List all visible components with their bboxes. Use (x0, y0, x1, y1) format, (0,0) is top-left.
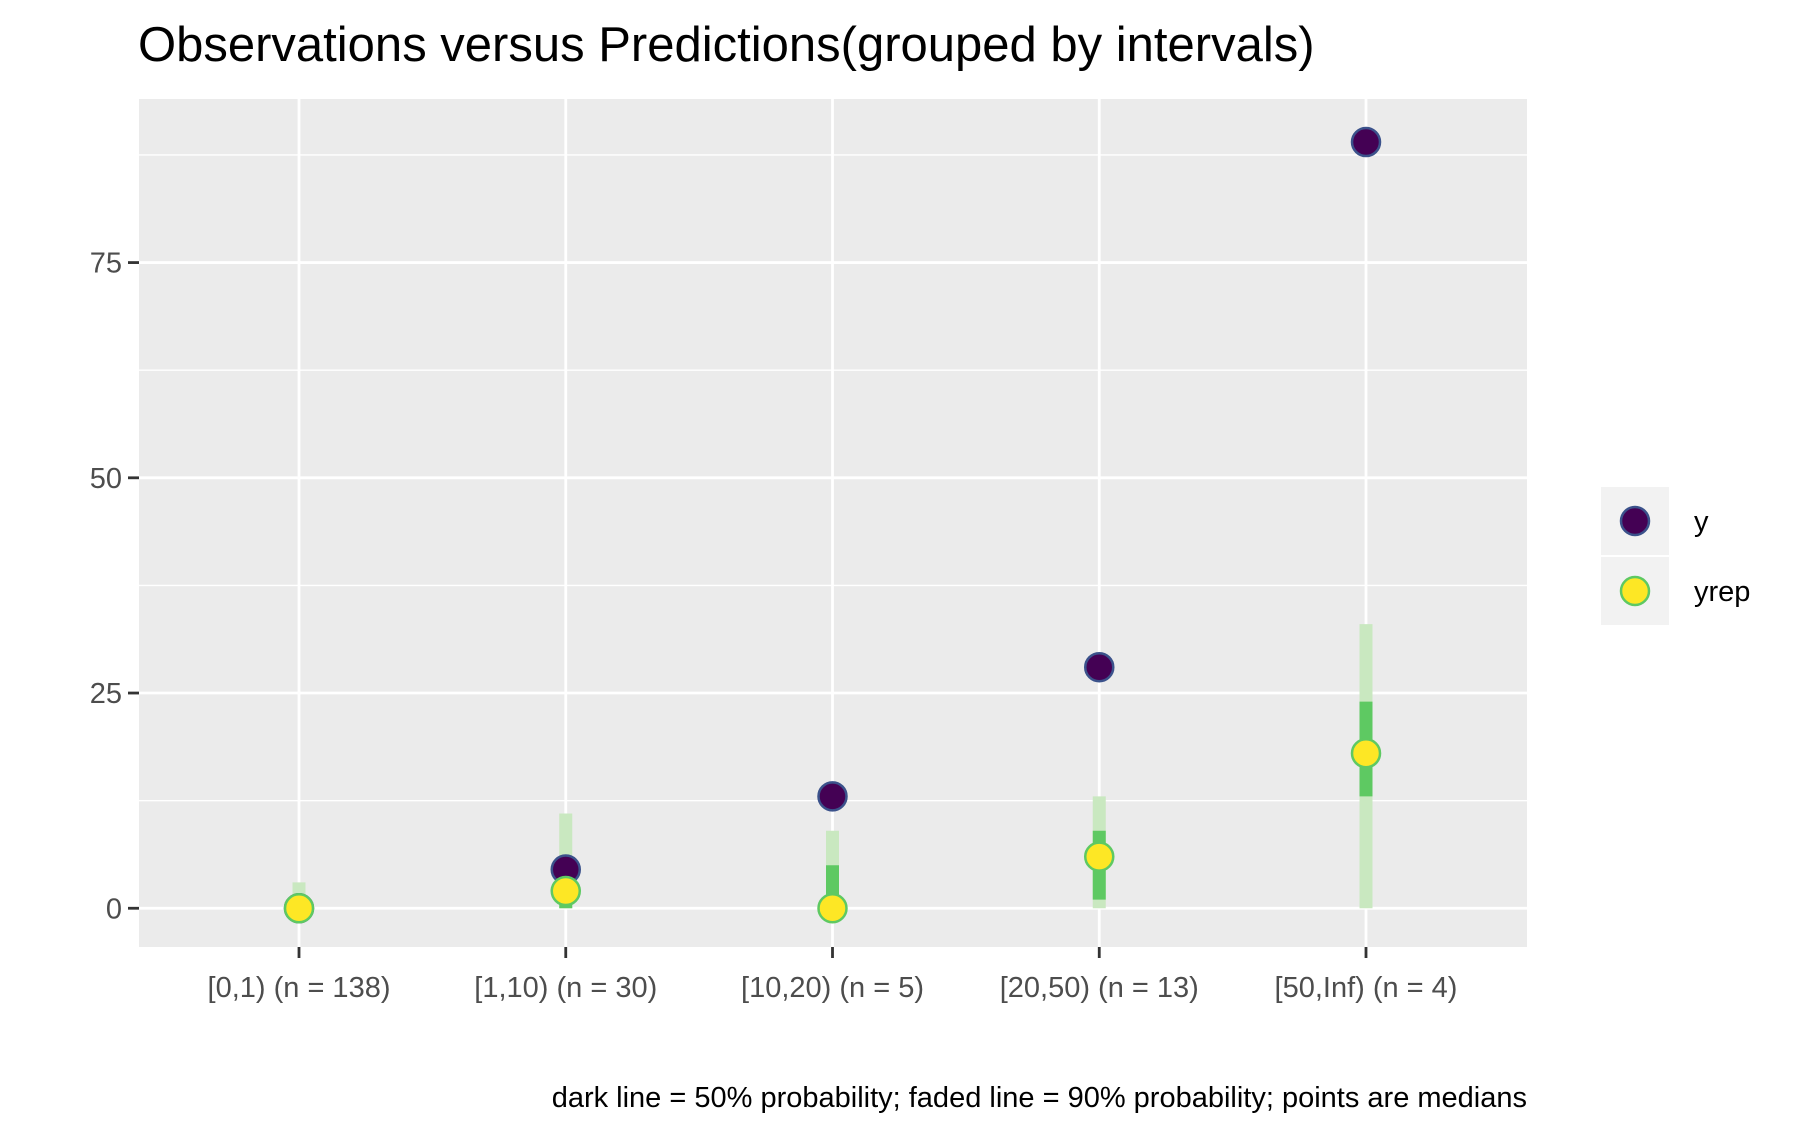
y-tick-label: 25 (90, 678, 122, 710)
y-point (1350, 126, 1382, 158)
legend: y yrep (1601, 487, 1750, 625)
x-tick-label: [50,Inf) (n = 4) (1275, 972, 1458, 1004)
yrep-point (1084, 841, 1115, 872)
x-tick-label: [20,50) (n = 13) (1000, 972, 1199, 1004)
legend-label: yrep (1694, 576, 1750, 608)
median-points (283, 126, 1382, 924)
x-tick-label: [10,20) (n = 5) (741, 972, 924, 1004)
x-axis: [0,1) (n = 138) [1,10) (n = 30) [10,20) (n… (208, 947, 1458, 1004)
chart-title: Observations versus Predictions(grouped … (138, 18, 1315, 72)
legend-marker (1619, 505, 1651, 537)
y-tick-label: 75 (90, 248, 122, 280)
yrep-point (550, 875, 581, 907)
chart-caption: dark line = 50% probability; faded line … (552, 1082, 1527, 1114)
y-point (1084, 651, 1115, 683)
y-tick-label: 50 (90, 463, 122, 495)
x-tick-label: [0,1) (n = 138) (208, 972, 391, 1004)
legend-marker (1619, 575, 1651, 607)
yrep-point (1350, 738, 1382, 769)
y-axis: 0 25 50 75 (90, 248, 139, 925)
y-point (817, 781, 848, 812)
x-tick-label: [1,10) (n = 30) (474, 972, 657, 1004)
legend-label: y (1694, 506, 1709, 538)
yrep-point (817, 893, 848, 924)
y-tick-label: 0 (106, 893, 122, 925)
yrep-point (283, 893, 315, 924)
